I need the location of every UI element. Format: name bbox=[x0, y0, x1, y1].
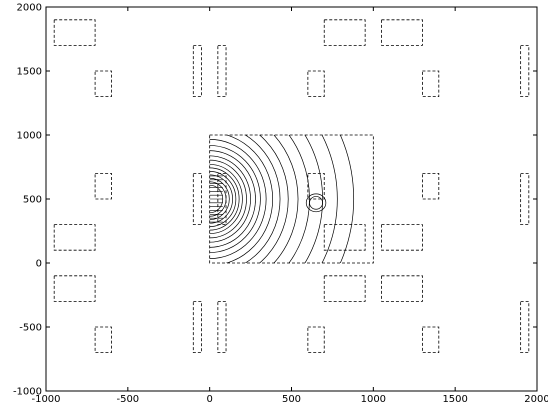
dashed-rect bbox=[307, 172, 325, 200]
contour-line bbox=[209, 164, 243, 234]
plot-frame bbox=[45, 6, 538, 392]
x-tick-label: 1000 bbox=[361, 394, 386, 405]
y-tick-label: 0 bbox=[36, 259, 42, 270]
dashed-rect bbox=[381, 19, 423, 46]
contour-line bbox=[209, 177, 230, 221]
dashed-rect bbox=[307, 326, 325, 354]
y-tick-label: 2000 bbox=[17, 3, 42, 14]
dashed-rect bbox=[422, 172, 440, 200]
y-tick-label: 1000 bbox=[17, 131, 42, 142]
dashed-rect bbox=[94, 70, 112, 98]
dashed-rect bbox=[94, 172, 112, 200]
dashed-rect bbox=[217, 45, 227, 98]
dashed-rect bbox=[217, 300, 227, 353]
dashed-rect bbox=[192, 45, 202, 98]
dashed-rect bbox=[192, 300, 202, 353]
x-tick-label: 0 bbox=[206, 394, 212, 405]
dashed-rect bbox=[381, 275, 423, 302]
dashed-rect bbox=[323, 19, 366, 46]
axes: -1000 -500 0 500 1000 1500 2000 -1000 -500 0 500 10… bbox=[13, 3, 548, 406]
dashed-rect bbox=[520, 45, 530, 98]
dashed-rect bbox=[94, 326, 112, 354]
x-tick-label: -500 bbox=[116, 394, 139, 405]
dashed-rect bbox=[520, 172, 530, 225]
contour-line bbox=[244, 135, 281, 263]
dashed-rect bbox=[53, 19, 96, 46]
dashed-rect bbox=[323, 275, 366, 302]
dashed-rect bbox=[520, 300, 530, 353]
y-tick-label: 1500 bbox=[17, 67, 42, 78]
contour-line bbox=[209, 167, 240, 231]
contour-line bbox=[273, 135, 299, 263]
dashed-rect bbox=[381, 224, 423, 251]
domain-box bbox=[209, 134, 374, 264]
contour-line bbox=[209, 150, 256, 248]
dashed-rect bbox=[53, 224, 96, 251]
contour-line bbox=[304, 135, 323, 263]
dashed-rect bbox=[192, 172, 202, 225]
contour-line bbox=[209, 155, 251, 243]
y-tick-label: -1000 bbox=[13, 387, 42, 398]
y-tick-label: 500 bbox=[23, 195, 42, 206]
x-tick-label: 500 bbox=[282, 394, 301, 405]
dashed-rect bbox=[307, 70, 325, 98]
contour-line bbox=[225, 135, 274, 263]
dashed-rect bbox=[323, 224, 366, 251]
x-tick-label: 1500 bbox=[442, 394, 467, 405]
contour-line bbox=[339, 135, 354, 263]
dashed-rect bbox=[422, 70, 440, 98]
dashed-rect-group bbox=[53, 19, 530, 354]
contour-line bbox=[209, 181, 227, 217]
secondary-contour bbox=[309, 196, 323, 210]
x-tick-label: -1000 bbox=[31, 394, 60, 405]
dashed-rect bbox=[53, 275, 96, 302]
contour-line bbox=[321, 135, 338, 263]
x-tick-label: 2000 bbox=[524, 394, 548, 405]
dashed-rect bbox=[422, 326, 440, 354]
contour-line bbox=[259, 135, 289, 263]
contour-line bbox=[209, 139, 267, 259]
secondary-contour bbox=[305, 193, 327, 213]
y-tick-label: -500 bbox=[19, 323, 42, 334]
